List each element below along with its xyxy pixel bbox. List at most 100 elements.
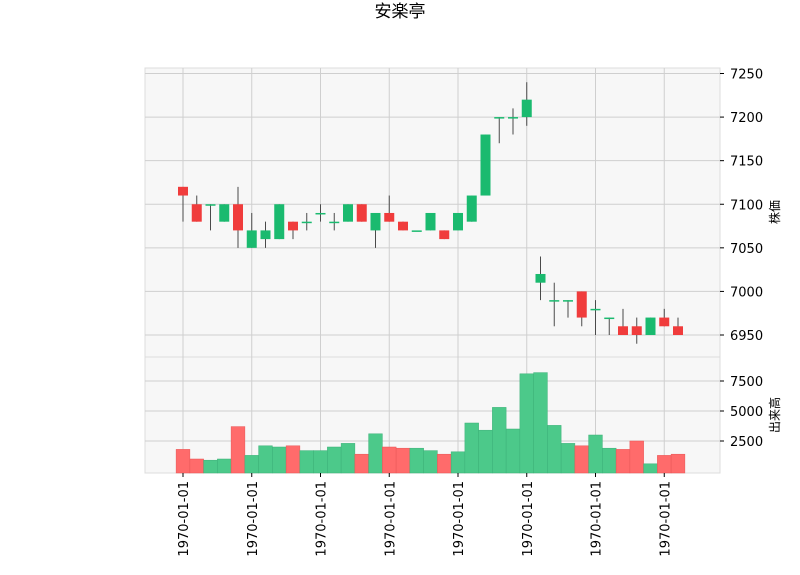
volume-bars [175,372,686,474]
price-axis-label: 株価 [767,200,782,224]
volume-bar [450,451,466,474]
x-tick-labels: 1970-01-01 1970-01-01 1970-01-01 1970-01-01… [177,473,673,557]
x-tick-label: 1970-01-01 [383,481,398,557]
volume-bar [244,455,259,474]
volume-bar [547,425,562,474]
volume-tick-label: 5000 [730,405,763,420]
candle-body [466,195,477,222]
y-tick-labels: 6950 7000 7050 7100 7150 7200 7250 2500 5000 7500 [720,68,763,450]
volume-tick-label: 7500 [730,375,763,390]
candle-body [563,300,573,302]
volume-bar [340,443,356,474]
candle-body [384,212,395,222]
volume-bar [368,433,383,474]
candle-body [246,230,257,248]
candle-body [178,186,188,196]
candle-body [356,204,367,222]
volume-bar [189,458,204,474]
candle-body [576,291,587,318]
candle-body [205,204,216,206]
candle-body [343,204,353,222]
volume-bar [657,455,672,474]
volume-bar [217,458,232,474]
candle-body [453,212,463,231]
x-tick-label: 1970-01-01 [590,481,605,557]
candle-body [521,99,532,118]
candle-body [370,212,381,231]
candle-body [301,221,312,224]
volume-bar [588,434,603,474]
price-tick-label: 7200 [730,111,763,126]
candle-body [590,308,601,311]
volume-bar [464,422,479,474]
volume-bar [299,450,314,474]
candle-body [411,230,422,232]
candle-body [274,204,285,240]
candle-body [425,212,436,231]
price-tick-label: 7050 [730,242,763,257]
price-panel [144,67,721,358]
candle-body [315,212,326,215]
candle-body [494,117,505,119]
volume-bar [643,463,658,474]
price-tick-label: 7100 [730,198,763,213]
volume-bar [409,447,424,474]
volume-tick-label: 2500 [730,435,763,450]
volume-bar [258,445,273,474]
candle-body [480,134,491,196]
volume-bar [354,453,369,474]
volume-bar [519,373,534,474]
volume-bar [574,445,589,474]
candle-body [659,317,670,327]
candle-body [439,230,450,240]
candle-body [191,204,202,222]
price-candles [178,82,683,344]
x-tick-label: 1970-01-01 [246,481,261,557]
price-tick-label: 7150 [730,155,763,170]
volume-bar [670,453,686,474]
volume-bar [175,449,191,474]
candle-body [535,273,546,283]
chart-title: 安楽亭 [375,2,426,22]
volume-bar [327,446,342,474]
volume-bar [395,447,411,474]
candle-body [329,221,340,224]
candle-body [604,317,615,320]
volume-bar [423,450,438,474]
candle-body [288,221,298,231]
volume-bar [382,446,397,474]
volume-bar [285,445,301,474]
x-tick-label: 1970-01-01 [452,481,467,557]
volume-bar [272,446,287,474]
volume-bar [560,443,576,474]
candle-body [549,300,560,302]
price-tick-label: 6950 [730,329,763,344]
volume-bar [437,453,452,474]
x-tick-label: 1970-01-01 [315,481,330,557]
volume-axis-label: 出来高 [767,397,782,433]
volume-bar [615,449,631,474]
candle-body [673,326,683,335]
candle-body [645,317,656,335]
volume-bar [505,428,521,474]
candle-body [398,221,408,231]
x-tick-label: 1970-01-01 [521,481,536,557]
x-tick-label: 1970-01-01 [658,481,673,557]
volume-bar [230,426,246,474]
volume-bar [629,440,644,474]
x-tick-label: 1970-01-01 [177,481,192,557]
candle-body [631,326,642,335]
price-tick-label: 7250 [730,68,763,83]
volume-bar [313,450,328,474]
volume-bar [478,429,493,474]
candle-body [260,230,271,240]
candle-body [219,204,230,222]
candle-body [233,204,243,231]
volume-bar [533,372,548,474]
volume-bar [492,407,507,474]
candle-body [618,326,628,335]
volume-bar [602,447,617,474]
price-tick-label: 7000 [730,285,763,300]
volume-bar [203,459,218,474]
